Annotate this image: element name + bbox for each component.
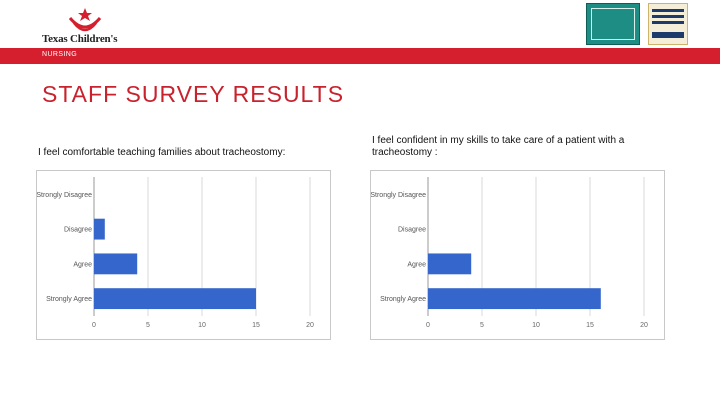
x-tick-label: 10	[198, 322, 206, 329]
x-tick-label: 5	[480, 322, 484, 329]
bar	[94, 288, 256, 310]
banner-label: NURSING	[42, 51, 78, 58]
nursing-banner: NURSING	[0, 48, 720, 64]
bar	[428, 253, 472, 275]
x-tick-label: 5	[146, 322, 150, 329]
chart-teaching-families: 0 5 10 15 20 Strongly Disagree Disagree Agree St…	[36, 170, 331, 340]
bar	[94, 218, 105, 240]
x-tick-label: 0	[92, 322, 96, 329]
category-label: Disagree	[398, 227, 426, 234]
category-label: Agree	[73, 261, 92, 268]
x-tick-label: 15	[252, 322, 260, 329]
category-label: Disagree	[64, 227, 92, 234]
category-label: Strongly Agree	[46, 296, 92, 303]
chart-1-svg: 0 5 10 15 20 Strongly Disagree Disagree Agree St…	[37, 177, 314, 329]
category-label: Strongly Disagree	[371, 192, 426, 199]
x-tick-label: 0	[426, 322, 430, 329]
heart-star-logo-icon	[68, 8, 102, 32]
bar	[94, 253, 138, 275]
bar	[428, 288, 601, 310]
chart-2-svg: 0 5 10 15 20 Strongly Disagree Disagree Agree St…	[371, 177, 648, 329]
page-title: STAFF SURVEY RESULTS	[42, 81, 345, 107]
logo-text: Texas Children's	[42, 33, 118, 45]
best-childrens-hospitals-badge	[648, 3, 688, 45]
chart-confidence-skills: 0 5 10 15 20 Strongly Disagree Disagree Agree St…	[370, 170, 665, 340]
question-1-title: I feel comfortable teaching families abo…	[38, 147, 286, 158]
magnet-recognized-badge	[586, 3, 640, 45]
x-tick-label: 10	[532, 322, 540, 329]
x-tick-label: 20	[640, 322, 648, 329]
category-label: Strongly Agree	[380, 296, 426, 303]
x-tick-label: 20	[306, 322, 314, 329]
x-tick-label: 15	[586, 322, 594, 329]
category-label: Strongly Disagree	[37, 192, 92, 199]
texas-childrens-logo: Texas Children's	[40, 6, 170, 46]
category-label: Agree	[407, 261, 426, 268]
question-2-title: I feel confident in my skills to take ca…	[372, 135, 625, 158]
